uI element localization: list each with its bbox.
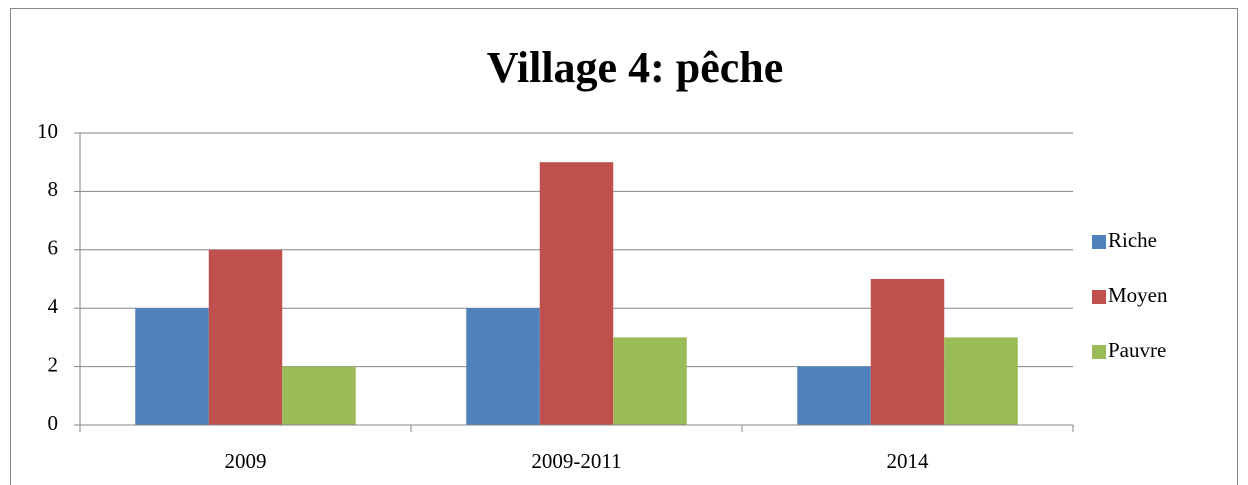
legend-label: Riche (1108, 228, 1157, 252)
bar (870, 279, 945, 425)
y-tick-label: 4 (48, 294, 59, 318)
x-tick-label: 2009 (225, 449, 267, 473)
x-tick-label: 2014 (887, 449, 930, 473)
y-tick-label: 6 (48, 236, 59, 260)
legend-label: Pauvre (1108, 338, 1166, 362)
bar (208, 249, 283, 425)
bar (944, 337, 1018, 425)
bar (539, 162, 614, 425)
x-tick-label: 2009-2011 (531, 449, 621, 473)
legend-swatch (1092, 290, 1106, 304)
y-tick-label: 8 (48, 177, 59, 201)
y-tick-label: 2 (48, 352, 59, 376)
y-tick-label: 10 (37, 119, 58, 143)
bar (282, 366, 356, 425)
bar (466, 308, 540, 425)
chart-title: Village 4: pêche (487, 43, 784, 92)
bar (797, 366, 871, 425)
legend-label: Moyen (1108, 283, 1168, 307)
legend-swatch (1092, 345, 1106, 359)
bar (135, 308, 209, 425)
legend-swatch (1092, 235, 1106, 249)
bar (613, 337, 687, 425)
y-tick-label: 0 (48, 411, 59, 435)
